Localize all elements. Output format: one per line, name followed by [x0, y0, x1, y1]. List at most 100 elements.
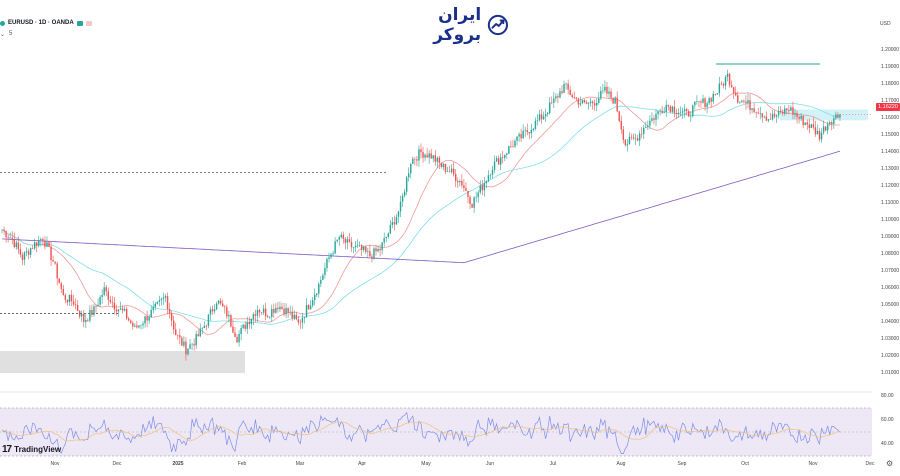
candle-body — [726, 73, 729, 78]
candle-body — [565, 83, 567, 85]
candle-body — [307, 305, 310, 310]
candle-body — [751, 108, 753, 110]
candle-body — [732, 87, 735, 93]
candle-body — [52, 260, 54, 262]
candle-body — [463, 185, 465, 188]
candle-body — [837, 114, 839, 118]
candle-body — [593, 103, 596, 106]
price-tick-label: 1.19000 — [881, 64, 900, 71]
candle-body — [549, 102, 551, 113]
candle-body — [514, 140, 516, 147]
candle-body — [563, 83, 565, 93]
tradingview-brand[interactable]: 17 TradingView — [2, 444, 61, 455]
candle-body — [117, 309, 120, 312]
price-tick-label: 1.20000 — [881, 47, 900, 54]
candle-body — [234, 332, 236, 337]
candle-body — [363, 246, 365, 251]
candle-body — [544, 114, 547, 117]
candle-body — [119, 308, 122, 310]
candle-body — [829, 122, 831, 125]
chart-trend-icon — [488, 14, 509, 36]
candle-body — [179, 335, 181, 338]
candle-body — [130, 320, 132, 323]
candle-body — [62, 289, 65, 295]
settings-gear-icon[interactable]: ⚙ — [886, 459, 894, 468]
candle-body — [328, 257, 330, 259]
candle-body — [653, 118, 655, 120]
candle-body — [291, 311, 293, 319]
indicator-legend[interactable]: ⌄ 5 — [0, 31, 12, 38]
candle-body — [172, 320, 175, 330]
price-tick-label: 1.17000 — [881, 98, 900, 105]
price-tick-label: 1.03000 — [881, 336, 900, 343]
candle-body — [1, 229, 3, 231]
candle-body — [17, 242, 20, 250]
candle-body — [33, 242, 36, 249]
candle-body — [285, 307, 287, 315]
rsi-line — [1, 411, 841, 454]
candle-body — [804, 122, 806, 126]
candle-body — [254, 314, 257, 316]
candle-body — [542, 116, 545, 120]
candle-body — [718, 83, 721, 94]
candle-body — [395, 216, 398, 225]
candle-body — [675, 112, 678, 115]
candle-body — [320, 279, 322, 284]
candle-body — [387, 233, 389, 237]
price-tick-label: 1.02000 — [881, 353, 900, 360]
candle-body — [600, 90, 602, 99]
time-tick-label: Mar — [295, 461, 305, 467]
price-tick-label: 1.08000 — [881, 251, 900, 258]
candle-body — [38, 240, 40, 246]
candle-body — [481, 185, 484, 191]
candle-body — [596, 102, 598, 106]
candle-body — [93, 306, 95, 315]
candle-body — [50, 246, 52, 261]
candle-body — [375, 248, 377, 252]
candle-body — [15, 242, 18, 247]
candle-body — [647, 125, 649, 128]
candle-body — [418, 149, 420, 161]
candle-body — [816, 130, 819, 135]
candle-body — [80, 313, 83, 317]
candle-body — [700, 101, 702, 103]
candle-body — [313, 294, 316, 301]
candle-body — [11, 237, 13, 239]
candle-body — [275, 307, 277, 313]
candle-body — [185, 341, 187, 355]
candle-body — [146, 316, 148, 321]
candle-body — [722, 84, 725, 86]
candle-body — [424, 154, 426, 158]
candle-body — [604, 86, 606, 91]
candle-body — [745, 101, 747, 104]
candle-body — [540, 114, 543, 120]
candle-body — [598, 98, 600, 103]
candle-body — [575, 97, 578, 99]
price-tick-label: 1.18000 — [881, 81, 900, 88]
candle-body — [277, 307, 279, 310]
candle-body — [457, 180, 459, 183]
candle-body — [618, 111, 620, 121]
candle-body — [640, 133, 643, 135]
candle-body — [769, 119, 772, 120]
candle-body — [759, 113, 761, 114]
candle-body — [814, 127, 817, 135]
candle-body — [602, 90, 604, 92]
symbol-legend[interactable]: EURUSD · 1D · OANDA — [0, 20, 92, 26]
candle-body — [219, 300, 222, 304]
time-tick-label: Nov — [808, 461, 818, 467]
candle-body — [534, 120, 537, 129]
candle-body — [60, 283, 62, 290]
chevron-down-icon[interactable]: ⌄ — [0, 32, 6, 38]
candle-body — [377, 248, 379, 252]
candle-body — [579, 103, 582, 105]
candle-body — [311, 300, 314, 306]
candle-body — [289, 311, 291, 313]
candle-body — [636, 138, 639, 141]
candle-body — [5, 230, 7, 238]
candle-body — [238, 334, 240, 343]
candle-body — [389, 224, 392, 234]
badge-green — [76, 20, 83, 26]
candle-body — [479, 185, 481, 193]
